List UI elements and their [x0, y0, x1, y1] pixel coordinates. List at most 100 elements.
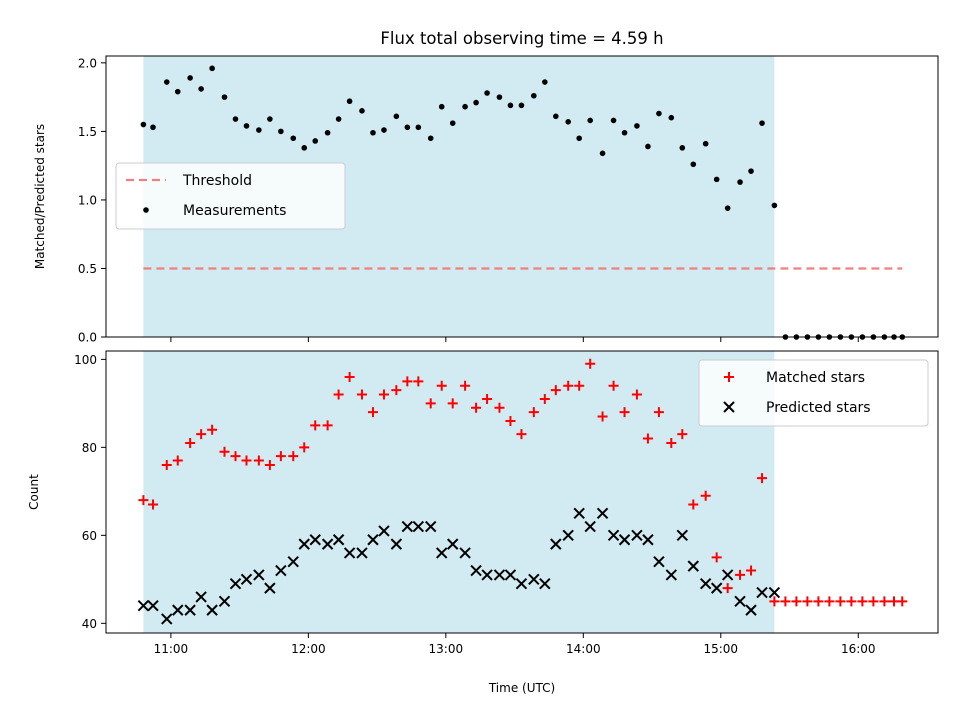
matched-star-point	[802, 596, 813, 607]
measurement-point	[404, 124, 411, 131]
matched-star-point	[550, 385, 561, 396]
measurement-point	[690, 161, 697, 168]
measurement-point	[221, 94, 228, 100]
matched-star-point	[857, 596, 868, 607]
measurement-point	[518, 102, 525, 109]
legend-box	[115, 162, 346, 230]
predicted-star-point	[436, 547, 448, 559]
measurement-point	[335, 116, 342, 122]
predicted-star-point	[412, 520, 425, 533]
measurement-point	[163, 79, 170, 85]
measurement-point	[174, 88, 181, 95]
measurement-point	[553, 113, 559, 120]
matched-star-point	[619, 407, 630, 418]
predicted-star-point	[184, 604, 196, 616]
measurement-point	[599, 150, 606, 157]
measurement-point	[346, 98, 353, 105]
predicted-star-point	[253, 569, 265, 581]
measurement-point	[679, 145, 686, 151]
predicted-star-point	[515, 578, 528, 590]
legend-predicted-marker	[723, 401, 735, 413]
predicted-star-point	[573, 507, 585, 520]
measurement-point	[256, 127, 262, 133]
x-tick-label: 14:00	[566, 642, 601, 656]
predicted-star-point	[390, 538, 403, 550]
matched-star-point	[413, 376, 424, 387]
measurement-point	[713, 176, 720, 183]
measurement-point	[187, 75, 193, 81]
matched-star-point	[482, 393, 493, 404]
matched-star-point	[666, 437, 677, 448]
y-tick-label: 0.0	[78, 331, 97, 345]
matched-star-point	[219, 446, 230, 457]
matched-star-point	[597, 411, 608, 422]
predicted-star-point	[367, 534, 379, 546]
predicted-star-point	[539, 578, 551, 590]
matched-star-point	[879, 596, 890, 607]
measurement-point	[507, 102, 514, 109]
predicted-star-point	[321, 538, 334, 550]
matched-star-point	[505, 415, 516, 426]
predicted-star-point	[768, 586, 781, 599]
measurement-point	[232, 116, 239, 122]
measurement-point	[610, 117, 617, 124]
y-tick-label: 60	[82, 529, 97, 543]
predicted-star-point	[734, 595, 746, 608]
measurement-point	[473, 99, 479, 106]
predicted-star-point	[240, 573, 253, 586]
measurement-point	[771, 202, 778, 209]
matched-star-point	[494, 402, 505, 413]
measurement-point	[427, 135, 434, 142]
predicted-star-point	[401, 520, 414, 533]
measurement-point	[359, 108, 365, 114]
legend-matched-marker	[724, 372, 734, 382]
predicted-star-point	[550, 538, 562, 550]
predicted-star-point	[470, 564, 482, 577]
matched-star-point	[333, 389, 344, 400]
measurement-point	[634, 123, 640, 129]
measurement-point	[724, 205, 731, 211]
axes-frame	[105, 350, 939, 634]
y-tick-label: 80	[82, 441, 97, 455]
matched-star-point	[897, 596, 908, 607]
predicted-star-point	[653, 556, 665, 568]
matched-star-point	[677, 429, 688, 440]
matched-star-point	[138, 495, 149, 506]
predicted-star-point	[618, 534, 631, 546]
measurement-point	[267, 116, 273, 122]
x-axis-label: Time (UTC)	[488, 681, 555, 695]
matched-star-point	[528, 407, 539, 418]
measurement-point	[150, 124, 156, 131]
legend-label: Matched stars	[766, 370, 865, 386]
y-tick-label: 40	[82, 617, 97, 631]
measurement-point	[438, 103, 445, 110]
matched-star-point	[791, 596, 802, 607]
matched-star-point	[207, 424, 218, 435]
y-tick-label: 1.0	[78, 193, 97, 207]
measurement-point	[621, 129, 628, 136]
matched-star-point	[642, 433, 653, 444]
predicted-star-point	[721, 569, 734, 581]
legend-box	[698, 359, 929, 427]
matched-star-point	[608, 380, 619, 391]
x-tick-label: 16:00	[841, 642, 876, 656]
legend-label: Predicted stars	[766, 400, 871, 416]
measurement-point	[209, 65, 215, 72]
matched-star-point	[471, 402, 482, 413]
measurement-point	[531, 92, 537, 99]
predicted-star-point	[710, 582, 723, 594]
matched-star-point	[688, 499, 699, 510]
matched-star-point	[516, 429, 527, 440]
matched-star-point	[196, 429, 207, 440]
matched-star-point	[769, 596, 780, 607]
predicted-star-point	[229, 578, 242, 590]
legend-label: Threshold	[182, 173, 252, 189]
y-tick-label: 0.5	[78, 262, 97, 276]
predicted-star-point	[332, 534, 345, 546]
matched-star-point	[310, 420, 321, 431]
predicted-star-point	[298, 538, 310, 550]
matched-star-point	[780, 596, 791, 607]
matched-star-point	[460, 380, 471, 391]
measurement-point	[656, 110, 662, 117]
observing-window-shading	[143, 351, 775, 633]
